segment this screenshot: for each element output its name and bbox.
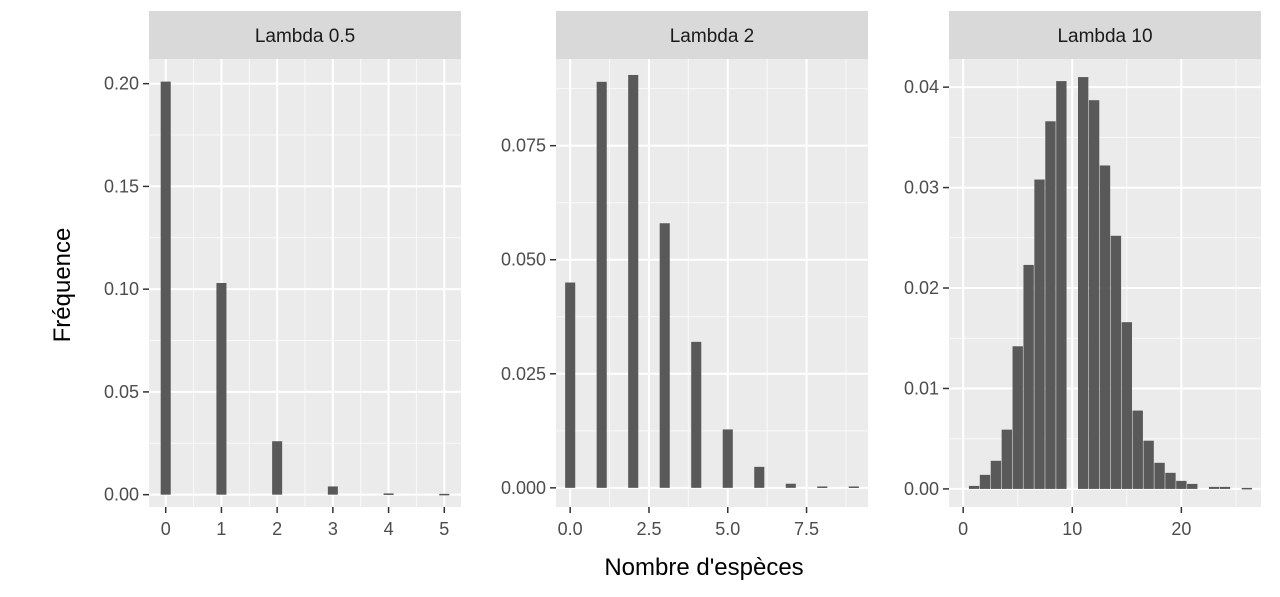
histogram-bar [1056,81,1067,489]
x-tick-label: 0 [161,519,171,539]
histogram-bar [968,485,980,489]
y-tick-label: 0.00 [104,485,139,505]
histogram-bar [216,283,227,495]
y-tick-label: 0.20 [104,74,139,94]
histogram-bar [1088,100,1100,489]
panel-background [556,59,868,507]
y-tick-label: 0.10 [104,279,139,299]
x-tick-label: 2 [272,519,282,539]
histogram-bar [628,74,639,488]
x-tick-label: 4 [384,519,394,539]
x-tick-label: 7.5 [794,519,819,539]
histogram-bar [785,483,796,488]
y-tick-label: 0.025 [501,364,546,384]
y-tick-label: 0.075 [501,136,546,156]
y-tick-label: 0.04 [904,77,939,97]
histogram-bar [817,486,828,488]
y-tick-label: 0.000 [501,478,546,498]
x-tick-label: 5 [439,519,449,539]
histogram-bar [1241,487,1252,490]
histogram-bar [1176,480,1187,489]
histogram-bar [1143,440,1154,489]
histogram-bar [990,460,1002,489]
histogram-bar [565,282,576,488]
histogram-bar [1208,486,1220,489]
x-tick-label: 3 [328,519,338,539]
histogram-bar [327,486,338,495]
x-tick-label: 1 [216,519,226,539]
x-tick-label: 0.0 [558,519,583,539]
facet-strip [556,11,868,59]
facet-panel-1: Lambda 0.5 0.00 0.05 0.10 0.15 0.20 0 1 2 3 4 5 [104,11,461,539]
histogram-bar [1154,462,1165,489]
histogram-bar [1121,322,1132,489]
histogram-bar [1165,472,1176,489]
histogram-bar [754,466,765,488]
y-tick-label: 0.02 [904,278,939,298]
histogram-bar [596,81,607,488]
histogram-bar [1099,165,1111,489]
histogram-bar [1023,264,1034,489]
facet-strip-title: Lambda 0.5 [255,26,355,47]
x-tick-label: 0 [958,519,968,539]
histogram-bar [1034,179,1045,489]
histogram-bar [1012,346,1023,489]
y-tick-label: 0.03 [904,178,939,198]
facet-strip [149,11,461,59]
facet-panel-2: Lambda 2 0.000 0.025 0.050 0.075 0.0 2.5 5.0 7.5 [501,11,868,539]
facet-strip-title: Lambda 10 [1057,26,1152,47]
histogram-bar [272,441,283,495]
y-axis-title: Fréquence [49,228,76,343]
histogram-bar [1001,429,1012,489]
y-tick-label: 0.050 [501,250,546,270]
histogram-bar [1187,483,1198,489]
histogram-bar [439,493,450,496]
histogram-bar [383,493,394,495]
histogram-bar [160,81,171,495]
y-tick-label: 0.00 [904,479,939,499]
facet-panel-3: Lambda 10 0.00 0.01 0.02 0.03 0.04 0 10 20 [904,11,1261,539]
histogram-bar [1110,235,1122,489]
histogram-bar [848,486,859,488]
histogram-bar [1219,486,1231,489]
facet-strip [949,11,1261,59]
x-axis-title: Nombre d'espèces [604,554,803,581]
histogram-bar [722,429,733,488]
x-tick-label: 5.0 [715,519,740,539]
x-tick-label: 20 [1171,519,1191,539]
x-tick-label: 2.5 [636,519,661,539]
histogram-bar [1078,77,1089,489]
histogram-bar [691,341,702,488]
x-tick-label: 10 [1062,519,1082,539]
facet-strip-title: Lambda 2 [670,26,755,47]
histogram-bar [979,474,991,489]
y-tick-label: 0.15 [104,176,139,196]
histogram-bar [1132,410,1143,489]
y-tick-label: 0.01 [904,378,939,398]
histogram-bar [659,223,670,488]
histogram-bar [1045,121,1056,489]
y-tick-label: 0.05 [104,382,139,402]
